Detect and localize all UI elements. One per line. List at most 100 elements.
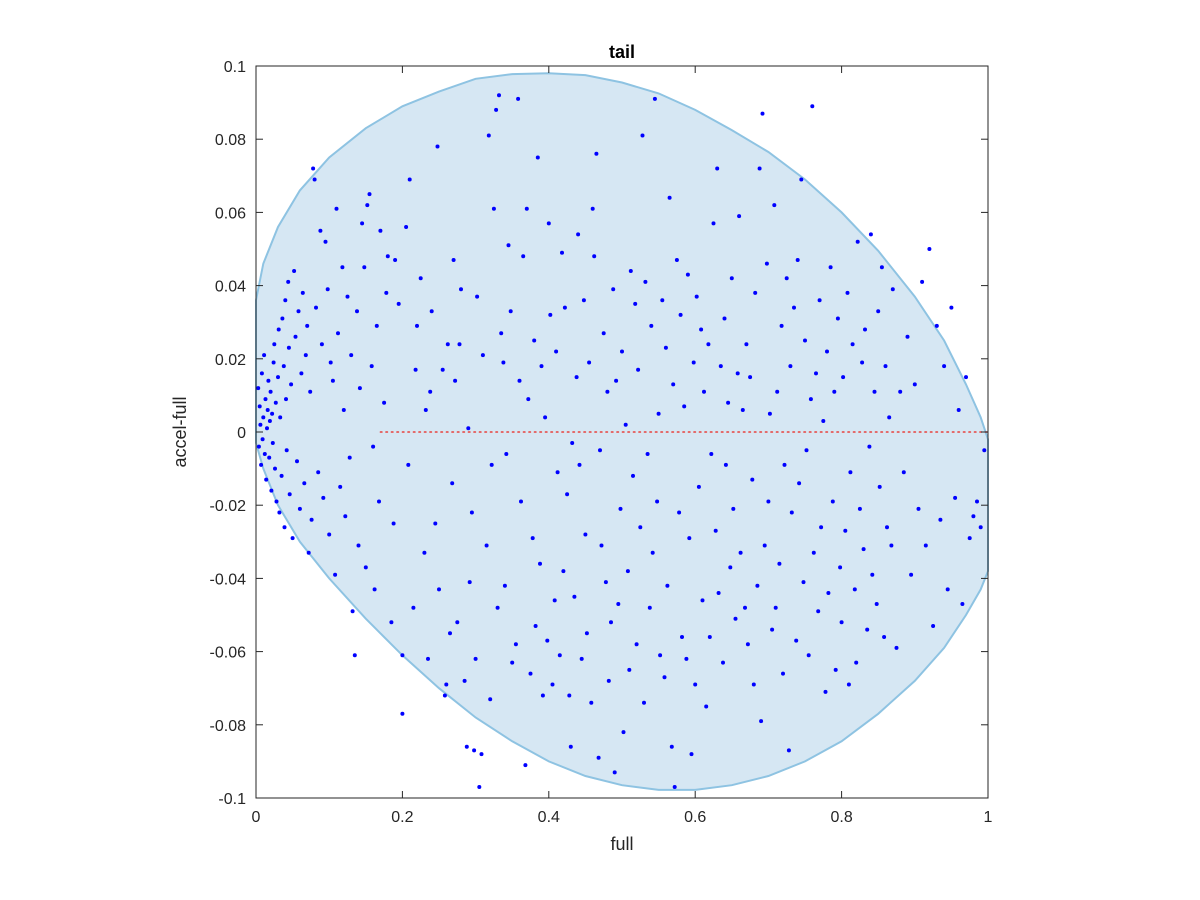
data-point-0-217 bbox=[628, 269, 633, 273]
data-point-0-167 bbox=[538, 561, 542, 566]
data-point-0-305 bbox=[789, 510, 794, 515]
data-point-0-23 bbox=[273, 466, 277, 471]
data-point-0-359 bbox=[889, 543, 894, 548]
data-point-0-300 bbox=[781, 671, 785, 676]
data-point-0-342 bbox=[857, 506, 862, 511]
data-point-0-80 bbox=[356, 543, 361, 548]
data-point-0-151 bbox=[506, 243, 511, 248]
data-point-0-331 bbox=[838, 565, 843, 570]
data-point-0-353 bbox=[877, 484, 882, 489]
data-point-0-117 bbox=[440, 367, 445, 372]
data-point-0-371 bbox=[931, 624, 936, 628]
data-point-0-94 bbox=[384, 290, 389, 295]
data-point-0-12 bbox=[265, 426, 269, 431]
data-point-0-258 bbox=[704, 704, 709, 709]
data-point-0-210 bbox=[616, 602, 621, 606]
data-point-0-201 bbox=[599, 543, 604, 548]
data-point-0-119 bbox=[444, 682, 449, 687]
data-point-0-377 bbox=[953, 495, 958, 500]
data-point-0-327 bbox=[830, 499, 835, 504]
data-point-0-242 bbox=[674, 258, 679, 262]
data-point-0-188 bbox=[576, 232, 581, 237]
data-point-0-106 bbox=[413, 367, 418, 372]
data-point-0-130 bbox=[466, 426, 471, 431]
data-point-0-228 bbox=[649, 323, 654, 328]
data-point-0-243 bbox=[677, 510, 682, 515]
data-point-0-379 bbox=[960, 602, 965, 606]
data-point-0-380 bbox=[964, 375, 968, 380]
data-point-0-181 bbox=[562, 305, 567, 310]
data-point-0-214 bbox=[623, 422, 628, 427]
data-point-0-278 bbox=[740, 408, 745, 412]
data-point-0-306 bbox=[792, 305, 796, 310]
data-point-0-56 bbox=[312, 177, 317, 182]
data-point-0-199 bbox=[596, 755, 601, 760]
data-point-0-77 bbox=[350, 609, 355, 614]
data-point-0-149 bbox=[502, 583, 507, 588]
data-point-0-4 bbox=[259, 462, 264, 467]
y-tick-label-9: 0.08 bbox=[215, 132, 246, 149]
data-point-0-99 bbox=[396, 301, 401, 306]
data-point-0-160 bbox=[524, 206, 529, 211]
data-point-0-325 bbox=[826, 591, 831, 595]
data-point-0-383 bbox=[975, 499, 979, 504]
data-point-0-116 bbox=[437, 587, 441, 592]
data-point-0-337 bbox=[848, 470, 853, 475]
y-ticks-layer: -0.1 -0.08 -0.06 -0.04 -0.02 0 0.02 0.04 0.06 0.0… bbox=[210, 59, 988, 808]
data-point-0-200 bbox=[598, 448, 602, 453]
data-point-0-340 bbox=[854, 660, 859, 665]
data-point-0-101 bbox=[400, 653, 405, 658]
data-point-0-330 bbox=[835, 316, 840, 321]
data-point-0-279 bbox=[743, 605, 747, 610]
data-point-0-270 bbox=[726, 400, 731, 405]
data-point-0-14 bbox=[266, 378, 271, 383]
data-point-0-175 bbox=[552, 598, 557, 603]
data-point-0-105 bbox=[411, 605, 416, 610]
y-tick-label-6: 0.02 bbox=[215, 352, 246, 369]
data-point-0-347 bbox=[867, 444, 872, 449]
data-point-0-264 bbox=[715, 166, 720, 171]
data-point-0-208 bbox=[612, 770, 617, 775]
data-point-0-197 bbox=[592, 254, 597, 259]
data-point-0-65 bbox=[328, 360, 333, 365]
data-point-0-73 bbox=[343, 514, 348, 519]
data-point-0-27 bbox=[276, 327, 281, 332]
data-point-0-238 bbox=[667, 195, 672, 200]
data-point-0-0 bbox=[256, 386, 261, 391]
data-point-0-370 bbox=[927, 247, 932, 251]
data-point-0-294 bbox=[770, 627, 775, 632]
data-point-0-78 bbox=[352, 653, 357, 658]
data-point-0-190 bbox=[579, 656, 584, 661]
data-point-0-344 bbox=[861, 547, 866, 552]
data-point-0-204 bbox=[605, 389, 610, 394]
data-point-0-250 bbox=[689, 752, 694, 757]
data-point-0-259 bbox=[706, 342, 711, 347]
data-point-0-180 bbox=[561, 569, 566, 574]
data-point-0-70 bbox=[338, 484, 343, 489]
data-point-0-35 bbox=[284, 397, 288, 402]
data-point-0-136 bbox=[477, 785, 482, 789]
data-point-0-48 bbox=[300, 290, 305, 295]
data-point-0-75 bbox=[347, 455, 352, 460]
data-point-0-43 bbox=[293, 334, 298, 339]
y-tick-label-5: 0 bbox=[237, 425, 246, 442]
data-point-0-193 bbox=[584, 631, 589, 636]
data-point-0-67 bbox=[333, 572, 338, 577]
data-point-0-267 bbox=[721, 660, 725, 665]
data-point-0-84 bbox=[363, 565, 368, 570]
data-point-0-3 bbox=[258, 422, 263, 427]
data-point-0-213 bbox=[621, 730, 626, 735]
data-point-0-72 bbox=[341, 408, 346, 412]
data-point-0-257 bbox=[702, 389, 706, 394]
data-point-0-358 bbox=[887, 415, 892, 420]
data-point-0-153 bbox=[510, 660, 515, 665]
data-point-0-332 bbox=[839, 620, 844, 625]
data-point-0-240 bbox=[671, 382, 676, 387]
y-tick-label-8: 0.06 bbox=[215, 205, 246, 222]
data-point-0-102 bbox=[404, 225, 409, 229]
data-point-0-262 bbox=[711, 221, 716, 226]
data-point-0-333 bbox=[841, 375, 846, 380]
data-point-0-88 bbox=[371, 444, 376, 449]
data-point-0-298 bbox=[777, 561, 782, 566]
x-tick-label-2: 0.4 bbox=[538, 809, 560, 826]
